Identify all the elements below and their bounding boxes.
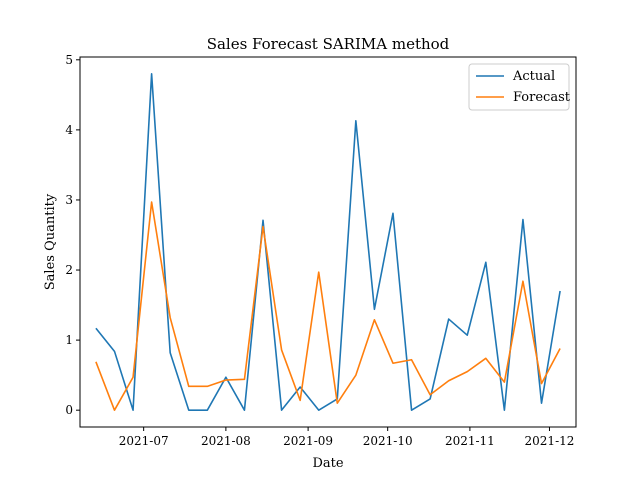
data-point-actual [318,409,320,411]
data-point-actual [373,308,375,310]
y-axis-label: Sales Quantity [43,193,58,290]
data-point-actual [503,409,505,411]
data-point-actual [299,386,301,388]
data-point-actual [95,327,97,329]
y-tick-label: 0 [65,403,73,417]
data-point-forecast [280,349,282,351]
data-point-actual [243,409,245,411]
data-point-actual [429,398,431,400]
x-tick-label: 2021-08 [201,434,251,448]
data-point-forecast [243,378,245,380]
data-point-actual [150,73,152,75]
data-point-actual [485,261,487,263]
data-point-actual [447,318,449,320]
data-point-actual [355,120,357,122]
data-point-actual [559,290,561,292]
data-point-forecast [188,385,190,387]
data-point-forecast [150,201,152,203]
x-tick-label: 2021-09 [283,434,333,448]
data-point-actual [206,409,208,411]
y-tick-label: 5 [65,53,73,67]
data-point-forecast [410,359,412,361]
data-point-forecast [336,402,338,404]
data-point-actual [392,212,394,214]
x-tick-label: 2021-12 [525,434,575,448]
data-point-forecast [355,374,357,376]
data-point-forecast [225,379,227,381]
x-tick-label: 2021-11 [445,434,495,448]
data-point-forecast [540,382,542,384]
legend-label-forecast: Forecast [513,90,571,105]
data-point-forecast [113,409,115,411]
y-tick-label: 1 [65,333,73,347]
data-point-forecast [169,316,171,318]
data-point-actual [540,402,542,404]
y-tick-label: 2 [65,263,73,277]
series-line-actual [95,73,561,411]
data-point-forecast [299,399,301,401]
data-point-forecast [503,381,505,383]
y-tick-label: 4 [65,123,73,137]
data-point-forecast [95,361,97,363]
data-point-actual [522,218,524,220]
data-point-forecast [392,362,394,364]
data-point-actual [225,376,227,378]
data-point-actual [188,409,190,411]
data-point-forecast [262,225,264,227]
data-point-actual [280,409,282,411]
data-point-forecast [429,394,431,396]
data-point-forecast [466,370,468,372]
data-point-forecast [485,357,487,359]
x-axis-label: Date [312,456,343,471]
x-tick-label: 2021-10 [363,434,413,448]
data-point-forecast [132,376,134,378]
data-point-actual [169,352,171,354]
data-point-forecast [522,280,524,282]
data-point-forecast [559,347,561,349]
data-point-actual [132,409,134,411]
data-point-actual [410,409,412,411]
data-point-actual [466,334,468,336]
data-point-actual [113,350,115,352]
axes-frame [79,56,577,428]
plot-area [95,73,561,411]
y-tick-label: 3 [65,193,73,207]
legend-label-actual: Actual [512,69,555,84]
x-tick-label: 2021-07 [119,434,169,448]
chart-title: Sales Forecast SARIMA method [207,35,450,53]
data-point-forecast [206,385,208,387]
data-point-actual [262,219,264,221]
data-point-forecast [373,319,375,321]
data-point-forecast [318,271,320,273]
series-line-forecast [95,201,561,411]
data-point-forecast [447,380,449,382]
legend: Actual Forecast [468,63,571,111]
